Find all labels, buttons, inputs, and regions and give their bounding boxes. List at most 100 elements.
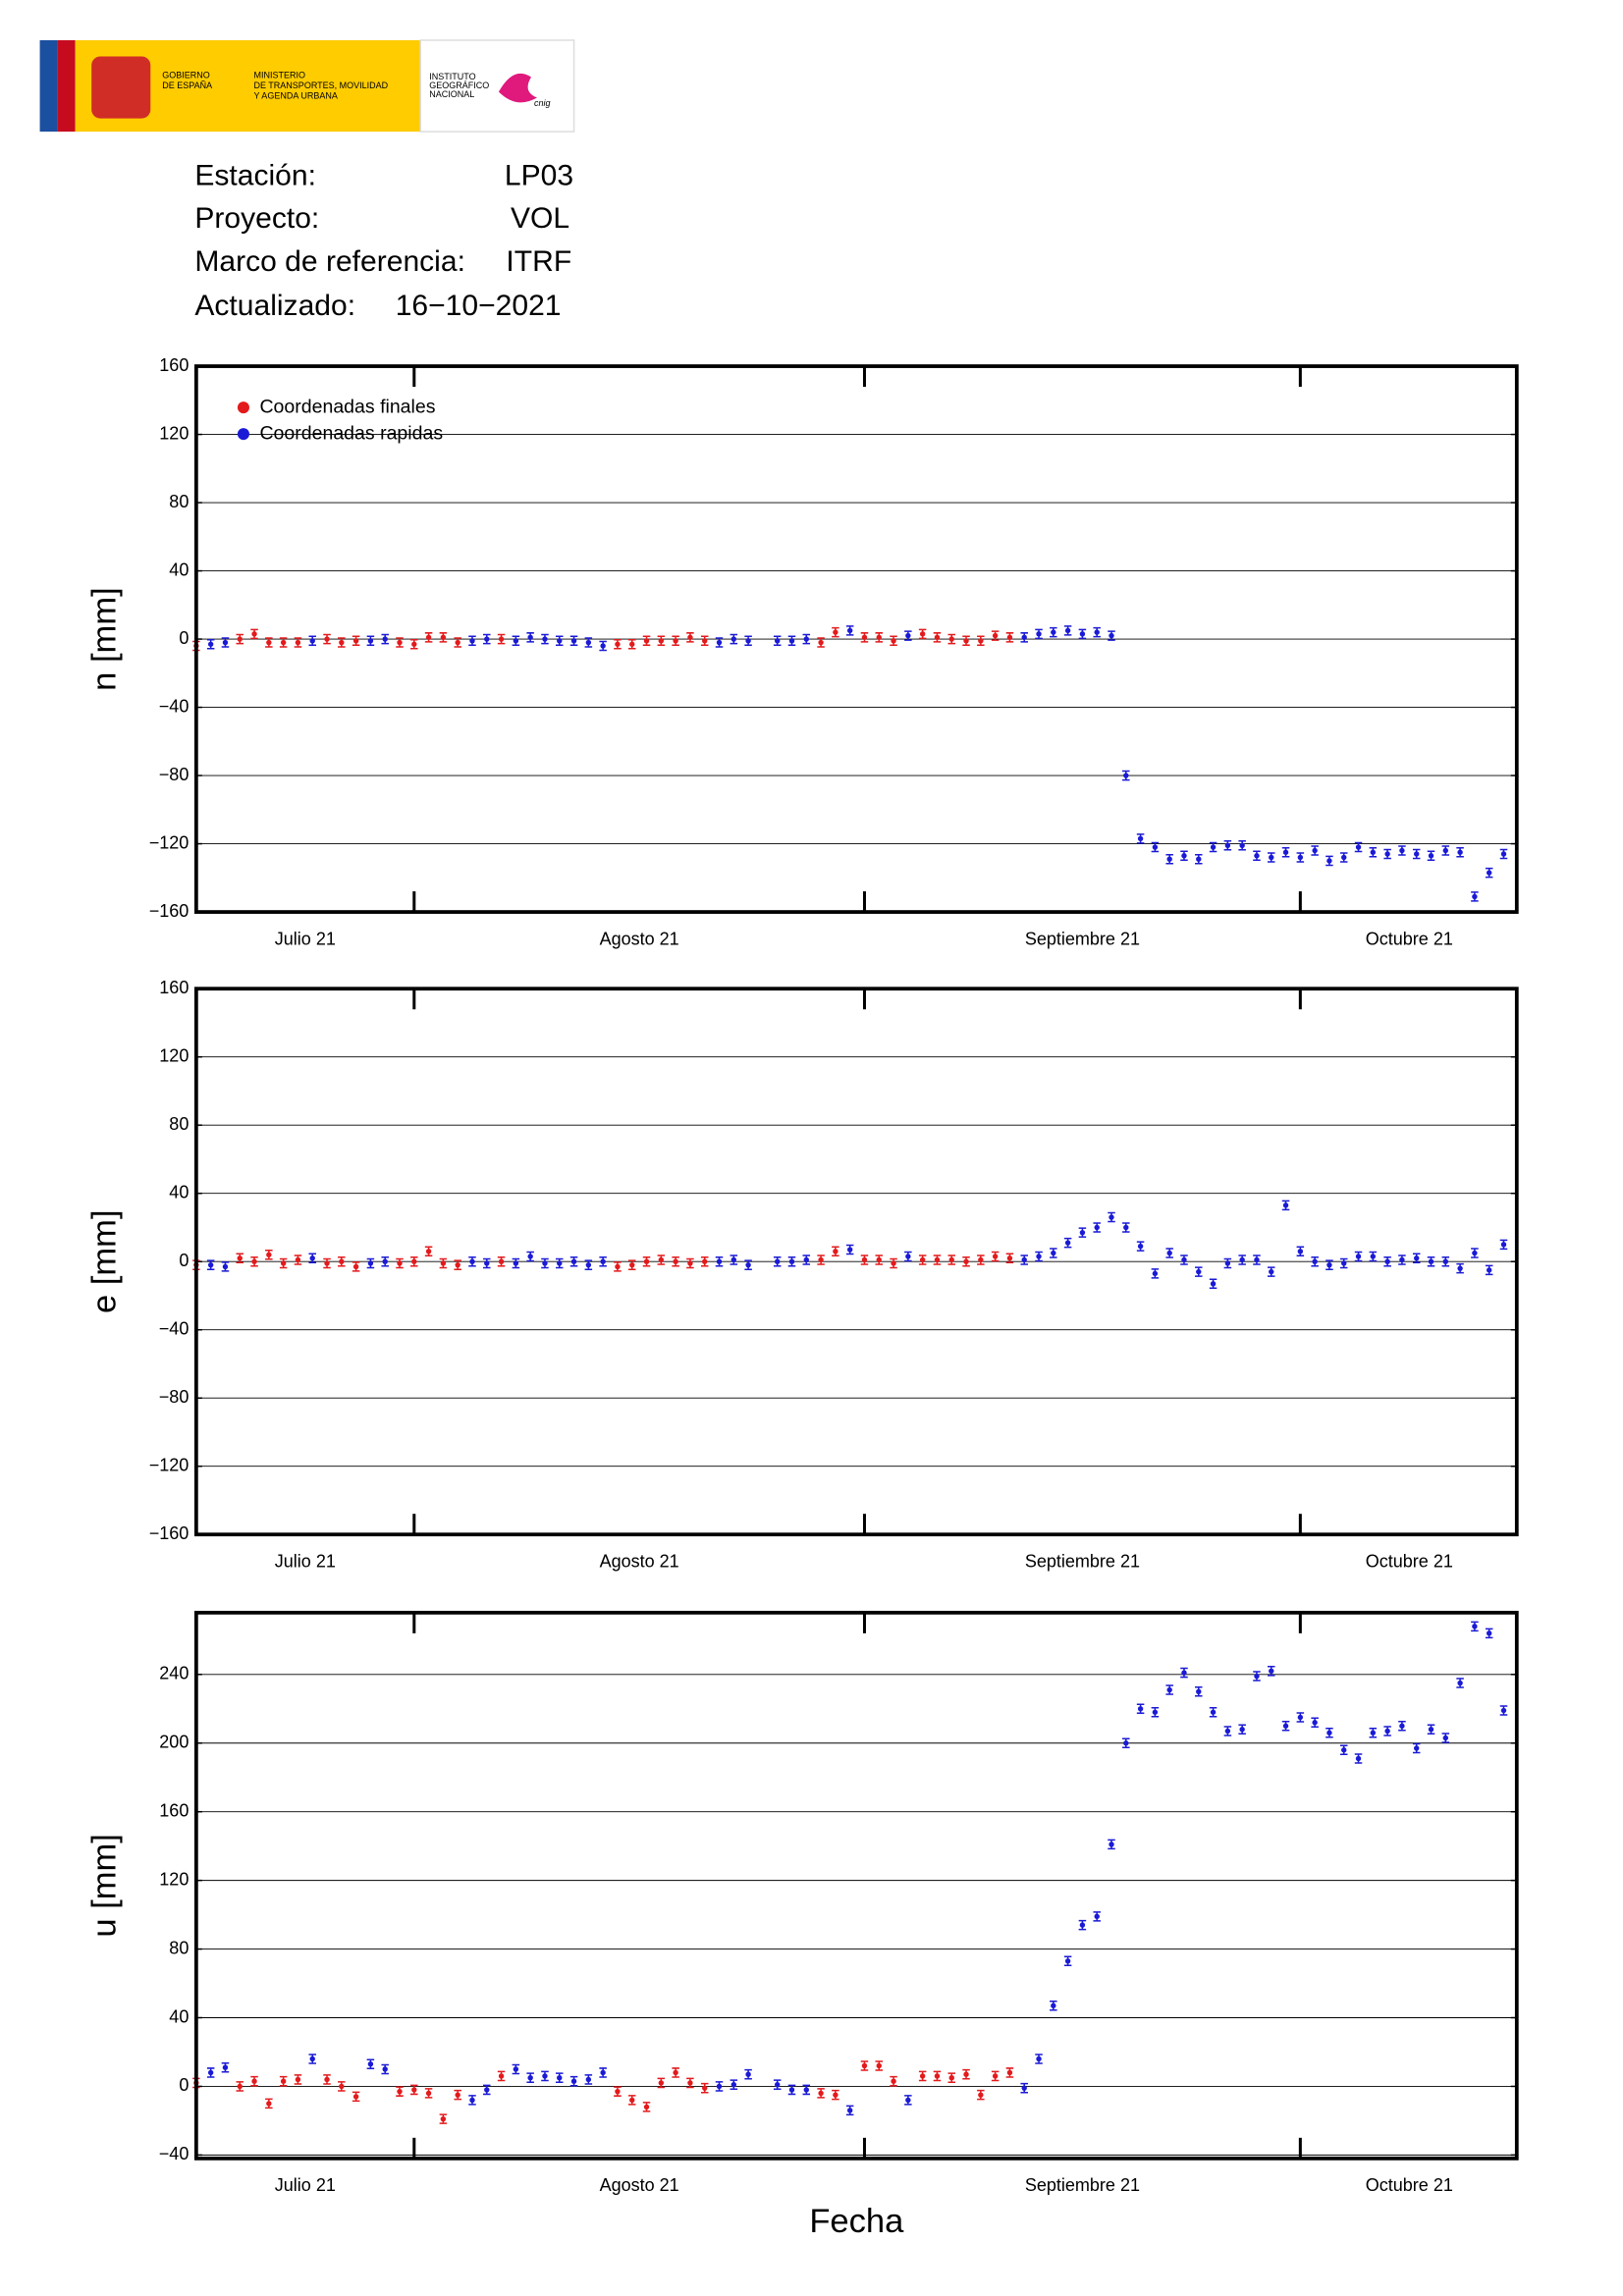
point: [266, 639, 272, 646]
point: [1414, 1255, 1420, 1261]
point: [963, 638, 969, 644]
point: [207, 1261, 214, 1268]
point: [1094, 1224, 1100, 1231]
x-tick-label: Septiembre 21: [1025, 1552, 1140, 1572]
point: [1486, 1630, 1492, 1636]
point: [570, 1258, 577, 1264]
x-tick-label: Julio 21: [275, 929, 336, 948]
point: [280, 1260, 287, 1266]
point: [745, 1261, 751, 1268]
point: [1094, 629, 1100, 635]
point: [658, 1256, 665, 1263]
plot-frame: [193, 987, 1519, 1537]
point: [1341, 854, 1347, 861]
y-tick-label: 40: [169, 2006, 189, 2026]
x-tick-label: Octubre 21: [1366, 2175, 1453, 2195]
y-tick-label: 160: [159, 1800, 189, 1820]
point: [382, 636, 388, 642]
point: [905, 632, 911, 639]
info-label: Estación:: [194, 160, 316, 192]
point: [1152, 844, 1159, 850]
point: [846, 1247, 853, 1253]
point: [1341, 1260, 1347, 1266]
point: [498, 636, 505, 642]
y-tick-label: −160: [149, 901, 189, 921]
point: [963, 1258, 969, 1264]
point: [280, 639, 287, 646]
point: [1282, 849, 1289, 855]
point: [527, 2074, 533, 2081]
point: [833, 1249, 839, 1255]
x-tick-label: Agosto 21: [600, 2175, 679, 2195]
point: [266, 2101, 272, 2107]
point: [673, 1258, 678, 1264]
point: [309, 2056, 315, 2062]
point: [1181, 1256, 1187, 1263]
info-value: VOL: [511, 202, 569, 235]
y-tick-label: 120: [159, 1045, 189, 1065]
x-tick-label: Julio 21: [275, 1552, 336, 1572]
point: [1486, 870, 1492, 876]
logo-text: Y AGENDA URBANA: [253, 90, 337, 100]
point: [222, 1263, 229, 1270]
logo-text: GOBIERNO: [162, 70, 210, 80]
y-tick-label: 0: [179, 628, 189, 648]
point: [557, 2074, 563, 2081]
legend-label: Coordenadas finales: [259, 396, 435, 417]
point: [1051, 2002, 1056, 2008]
y-tick-label: −120: [149, 832, 189, 852]
point: [324, 1260, 330, 1266]
logo-text: DE TRANSPORTES, MOVILIDAD: [253, 80, 388, 90]
point: [1064, 627, 1071, 634]
point: [1152, 1270, 1159, 1277]
point: [774, 638, 781, 644]
y-tick-label: 40: [169, 1182, 189, 1201]
point: [891, 1260, 896, 1266]
point: [1500, 1707, 1507, 1714]
info-label: Proyecto:: [194, 202, 319, 235]
point: [934, 1256, 941, 1263]
point: [992, 1254, 999, 1259]
y-tick-label: 0: [179, 1251, 189, 1270]
point: [1269, 1268, 1274, 1275]
x-tick-label: Julio 21: [275, 2175, 336, 2195]
info: Estación: LP03 Proyecto: VOL Marco de re…: [194, 160, 573, 322]
point: [280, 2078, 287, 2084]
info-value: 16−10−2021: [396, 290, 562, 322]
point: [1021, 1256, 1027, 1263]
point: [222, 639, 229, 646]
point: [1021, 634, 1027, 641]
point: [774, 2081, 781, 2088]
point: [992, 632, 999, 639]
point: [498, 2073, 505, 2079]
point: [1239, 842, 1245, 849]
point: [1137, 1706, 1144, 1712]
point: [803, 1256, 809, 1263]
logo-stripe: [39, 39, 58, 133]
point: [687, 2080, 693, 2086]
point: [803, 636, 809, 642]
point: [585, 2076, 592, 2083]
point: [876, 1256, 882, 1263]
point: [455, 639, 460, 646]
info-value: LP03: [505, 160, 573, 192]
point: [469, 1258, 475, 1264]
point: [1006, 2069, 1013, 2076]
point: [352, 638, 359, 644]
point: [1341, 1747, 1347, 1753]
point: [455, 1261, 460, 1268]
x-tick-label: Agosto 21: [600, 1552, 679, 1572]
point: [222, 2064, 229, 2070]
point: [425, 2090, 432, 2097]
point: [919, 631, 926, 637]
point: [367, 2060, 374, 2067]
point: [1196, 1268, 1202, 1275]
point: [861, 1256, 868, 1263]
point: [730, 636, 737, 642]
point: [1472, 1624, 1478, 1629]
point: [1269, 854, 1274, 861]
y-tick-label: 80: [169, 1938, 189, 1957]
x-tick-label: Septiembre 21: [1025, 929, 1140, 948]
point: [1442, 1258, 1449, 1264]
